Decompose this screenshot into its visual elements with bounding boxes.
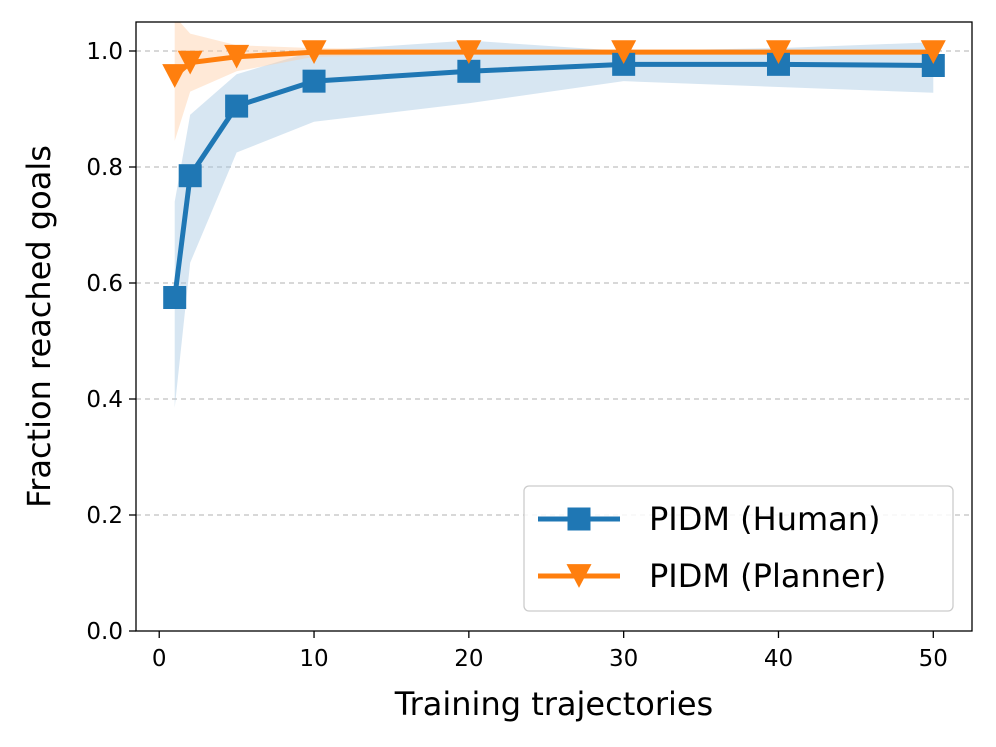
legend-entry-pidm-human: PIDM (Human)	[538, 500, 881, 538]
series-lines	[172, 49, 936, 300]
legend-entry-pidm-planner: PIDM (Planner)	[538, 557, 886, 595]
pidm-human-point-5	[225, 94, 249, 118]
pidm-planner-point-10	[301, 40, 327, 65]
legend-entries: PIDM (Human) PIDM (Planner)	[538, 500, 886, 595]
legend-swatch-marker	[567, 507, 591, 531]
x-tick-label-30: 30	[609, 646, 638, 672]
x-axis-label: Training trajectories	[394, 685, 713, 723]
legend-label: PIDM (Planner)	[649, 557, 886, 595]
y-tick-label-0: 0.0	[86, 619, 123, 645]
pidm-planner-point-50	[920, 40, 946, 65]
pidm-human-point-40	[766, 52, 790, 76]
x-tick-label-10: 10	[299, 646, 328, 672]
x-tick-label-0: 0	[152, 646, 167, 672]
legend-swatch-marker	[566, 564, 592, 588]
y-tick-label-2: 0.4	[86, 387, 123, 413]
y-tick-label-3: 0.6	[86, 271, 123, 297]
legend-box	[523, 485, 954, 612]
pidm-planner-line	[172, 49, 936, 79]
y-tick-label-4: 0.8	[86, 155, 123, 181]
y-axis-ticks: 0.0 0.2 0.4 0.6 0.8 1.0	[86, 39, 136, 645]
pidm-planner-point-1	[162, 64, 188, 88]
legend: PIDM (Human) PIDM (Planner)	[523, 485, 954, 612]
confidence-bands	[174, 22, 934, 408]
x-tick-label-20: 20	[454, 646, 483, 672]
pidm-human-band	[174, 40, 934, 408]
pidm-human-point-2	[178, 164, 202, 188]
pidm-planner-point-40	[765, 40, 791, 65]
pidm-human-point-10	[302, 69, 326, 93]
pidm-human-point-50	[921, 54, 945, 77]
series-markers	[162, 40, 946, 309]
x-axis-ticks: 0 10 20 30 40 50	[152, 631, 948, 672]
y-tick-label-5: 1.0	[86, 39, 123, 65]
pidm-human-line	[172, 61, 936, 300]
pidm-human-point-30	[612, 52, 636, 76]
pidm-human-point-1	[163, 286, 187, 309]
pidm-human-point-20	[457, 59, 481, 83]
pidm-planner-point-30	[611, 40, 637, 65]
legend-label: PIDM (Human)	[649, 500, 881, 538]
x-tick-label-50: 50	[919, 646, 948, 672]
x-tick-label-40: 40	[764, 646, 793, 672]
pidm-planner-point-20	[456, 40, 482, 65]
plot-frame	[135, 21, 973, 632]
y-tick-label-1: 0.2	[86, 503, 123, 529]
y-axis-label: Fraction reached goals	[20, 145, 58, 508]
pidm-planner-point-5	[224, 44, 250, 69]
pidm-planner-point-2	[177, 50, 203, 75]
